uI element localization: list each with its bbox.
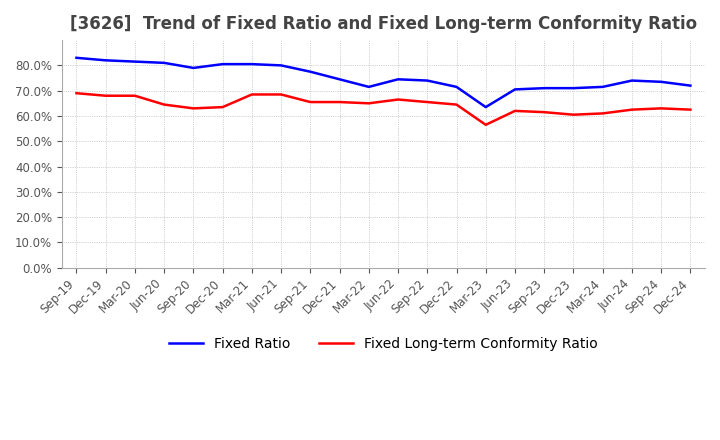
Fixed Ratio [130,59,139,64]
Fixed Long-term Conformity Ratio [306,99,315,105]
Fixed Ratio [72,55,81,60]
Fixed Long-term Conformity Ratio [482,122,490,128]
Fixed Long-term Conformity Ratio [598,111,607,116]
Fixed Ratio [364,84,373,89]
Fixed Long-term Conformity Ratio [218,104,227,110]
Fixed Long-term Conformity Ratio [189,106,198,111]
Fixed Ratio [394,77,402,82]
Line: Fixed Long-term Conformity Ratio: Fixed Long-term Conformity Ratio [76,93,690,125]
Fixed Long-term Conformity Ratio [276,92,285,97]
Fixed Ratio [686,83,695,88]
Fixed Ratio [657,79,665,84]
Fixed Long-term Conformity Ratio [423,99,431,105]
Fixed Ratio [248,62,256,67]
Fixed Long-term Conformity Ratio [72,91,81,96]
Fixed Long-term Conformity Ratio [336,99,344,105]
Fixed Ratio [482,104,490,110]
Fixed Long-term Conformity Ratio [364,101,373,106]
Fixed Ratio [510,87,519,92]
Fixed Ratio [189,65,198,70]
Fixed Long-term Conformity Ratio [102,93,110,99]
Fixed Ratio [102,58,110,63]
Line: Fixed Ratio: Fixed Ratio [76,58,690,107]
Fixed Ratio [598,84,607,89]
Fixed Ratio [423,78,431,83]
Title: [3626]  Trend of Fixed Ratio and Fixed Long-term Conformity Ratio: [3626] Trend of Fixed Ratio and Fixed Lo… [70,15,697,33]
Fixed Long-term Conformity Ratio [657,106,665,111]
Fixed Long-term Conformity Ratio [628,107,636,112]
Fixed Long-term Conformity Ratio [686,107,695,112]
Fixed Long-term Conformity Ratio [394,97,402,102]
Fixed Ratio [628,78,636,83]
Fixed Ratio [218,62,227,67]
Fixed Ratio [160,60,168,66]
Fixed Long-term Conformity Ratio [452,102,461,107]
Fixed Long-term Conformity Ratio [160,102,168,107]
Fixed Long-term Conformity Ratio [569,112,577,117]
Fixed Long-term Conformity Ratio [510,108,519,114]
Fixed Long-term Conformity Ratio [130,93,139,99]
Fixed Ratio [276,63,285,68]
Fixed Long-term Conformity Ratio [248,92,256,97]
Legend: Fixed Ratio, Fixed Long-term Conformity Ratio: Fixed Ratio, Fixed Long-term Conformity … [163,331,604,356]
Fixed Ratio [452,84,461,89]
Fixed Ratio [306,69,315,74]
Fixed Ratio [540,85,549,91]
Fixed Ratio [336,77,344,82]
Fixed Ratio [569,85,577,91]
Fixed Long-term Conformity Ratio [540,110,549,115]
